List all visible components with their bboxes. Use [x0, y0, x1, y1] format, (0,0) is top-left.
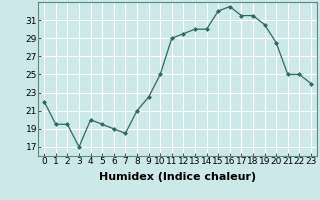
X-axis label: Humidex (Indice chaleur): Humidex (Indice chaleur)	[99, 172, 256, 182]
